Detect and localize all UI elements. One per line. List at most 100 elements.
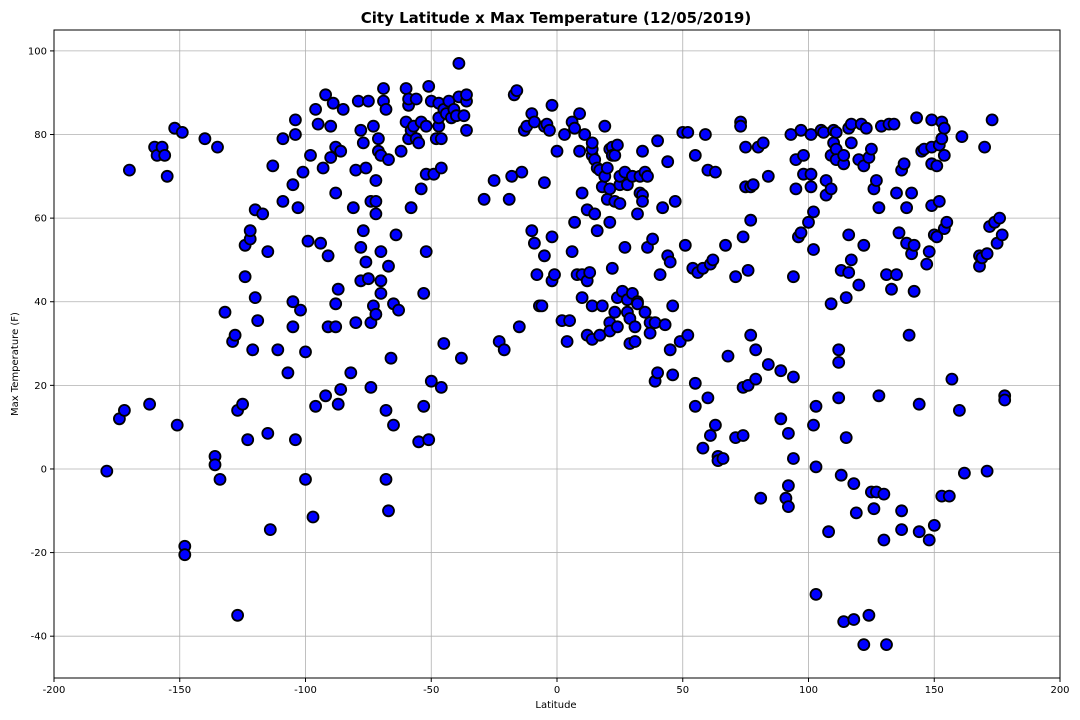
data-point xyxy=(688,376,702,390)
data-point xyxy=(872,201,886,215)
data-point xyxy=(377,82,390,95)
data-point xyxy=(809,588,823,601)
data-point xyxy=(515,165,529,179)
data-point xyxy=(761,358,775,371)
data-point xyxy=(361,272,375,286)
data-point xyxy=(382,259,395,273)
data-point xyxy=(291,201,305,215)
data-point xyxy=(299,345,312,359)
data-point xyxy=(789,182,803,196)
data-point xyxy=(560,335,574,348)
data-point xyxy=(666,299,680,313)
y-tick-label: 40 xyxy=(34,297,47,308)
data-point xyxy=(993,211,1006,225)
data-point xyxy=(236,397,250,411)
data-point xyxy=(314,236,328,250)
data-point xyxy=(940,215,954,229)
data-point xyxy=(100,464,114,478)
data-point xyxy=(704,429,717,442)
data-point xyxy=(371,132,385,146)
data-point xyxy=(304,148,317,162)
data-point xyxy=(346,201,360,215)
data-point xyxy=(568,121,581,135)
data-point xyxy=(668,194,682,208)
data-point xyxy=(588,207,602,221)
data-point xyxy=(761,169,775,183)
data-point xyxy=(568,215,581,229)
data-point xyxy=(369,194,383,208)
data-point xyxy=(880,638,893,651)
data-point xyxy=(912,525,926,539)
data-point xyxy=(955,130,969,144)
data-point xyxy=(364,380,378,394)
data-point xyxy=(837,615,851,628)
data-point xyxy=(922,245,936,259)
data-point xyxy=(487,174,501,187)
data-point xyxy=(316,161,330,175)
data-point xyxy=(349,163,363,177)
data-point xyxy=(575,291,589,305)
data-point xyxy=(658,318,672,332)
data-point xyxy=(538,176,551,190)
data-point xyxy=(354,240,368,254)
data-point xyxy=(734,119,747,133)
y-tick-label: -40 xyxy=(31,632,47,643)
data-point xyxy=(897,157,911,171)
data-point xyxy=(804,167,818,181)
data-point xyxy=(324,119,338,133)
data-point xyxy=(356,224,370,238)
data-point xyxy=(409,92,423,106)
data-point xyxy=(324,151,338,164)
data-point xyxy=(905,186,918,200)
data-point xyxy=(434,132,448,146)
data-point xyxy=(744,328,758,342)
data-point xyxy=(611,320,624,334)
data-point xyxy=(844,253,858,267)
data-point xyxy=(937,121,951,135)
data-point xyxy=(266,159,280,173)
y-tick-label: 100 xyxy=(28,46,47,57)
data-point xyxy=(980,247,994,261)
x-tick-label: -100 xyxy=(294,685,317,696)
data-point xyxy=(326,96,340,110)
data-point xyxy=(862,608,876,622)
data-point xyxy=(251,314,265,328)
data-point xyxy=(354,123,368,137)
data-point xyxy=(261,426,275,440)
data-point xyxy=(978,140,991,154)
data-point xyxy=(543,123,556,137)
data-point xyxy=(890,186,903,200)
data-point xyxy=(288,128,302,141)
data-points xyxy=(100,57,1012,651)
data-point xyxy=(419,119,433,133)
data-point xyxy=(399,82,413,95)
data-point xyxy=(319,88,333,102)
data-point xyxy=(998,393,1012,407)
data-point xyxy=(824,297,838,311)
data-point xyxy=(334,383,348,396)
data-point xyxy=(366,119,380,133)
data-point xyxy=(746,178,760,192)
data-point xyxy=(361,94,375,108)
data-point xyxy=(246,343,260,357)
x-tick-label: 0 xyxy=(554,685,560,696)
data-point xyxy=(208,458,222,472)
data-point xyxy=(643,326,657,340)
data-point xyxy=(822,525,835,539)
data-point xyxy=(598,119,612,133)
data-point xyxy=(457,109,471,123)
data-point xyxy=(271,343,285,357)
data-point xyxy=(497,343,511,357)
data-point xyxy=(980,464,994,478)
data-point xyxy=(565,245,579,259)
data-point xyxy=(538,249,551,263)
data-point xyxy=(356,136,370,150)
data-point xyxy=(311,117,325,131)
data-point xyxy=(143,397,157,411)
data-point xyxy=(379,472,393,486)
data-point xyxy=(288,433,302,447)
data-point xyxy=(437,337,451,350)
data-point xyxy=(985,113,999,127)
data-point xyxy=(595,299,609,313)
data-point xyxy=(548,268,561,282)
